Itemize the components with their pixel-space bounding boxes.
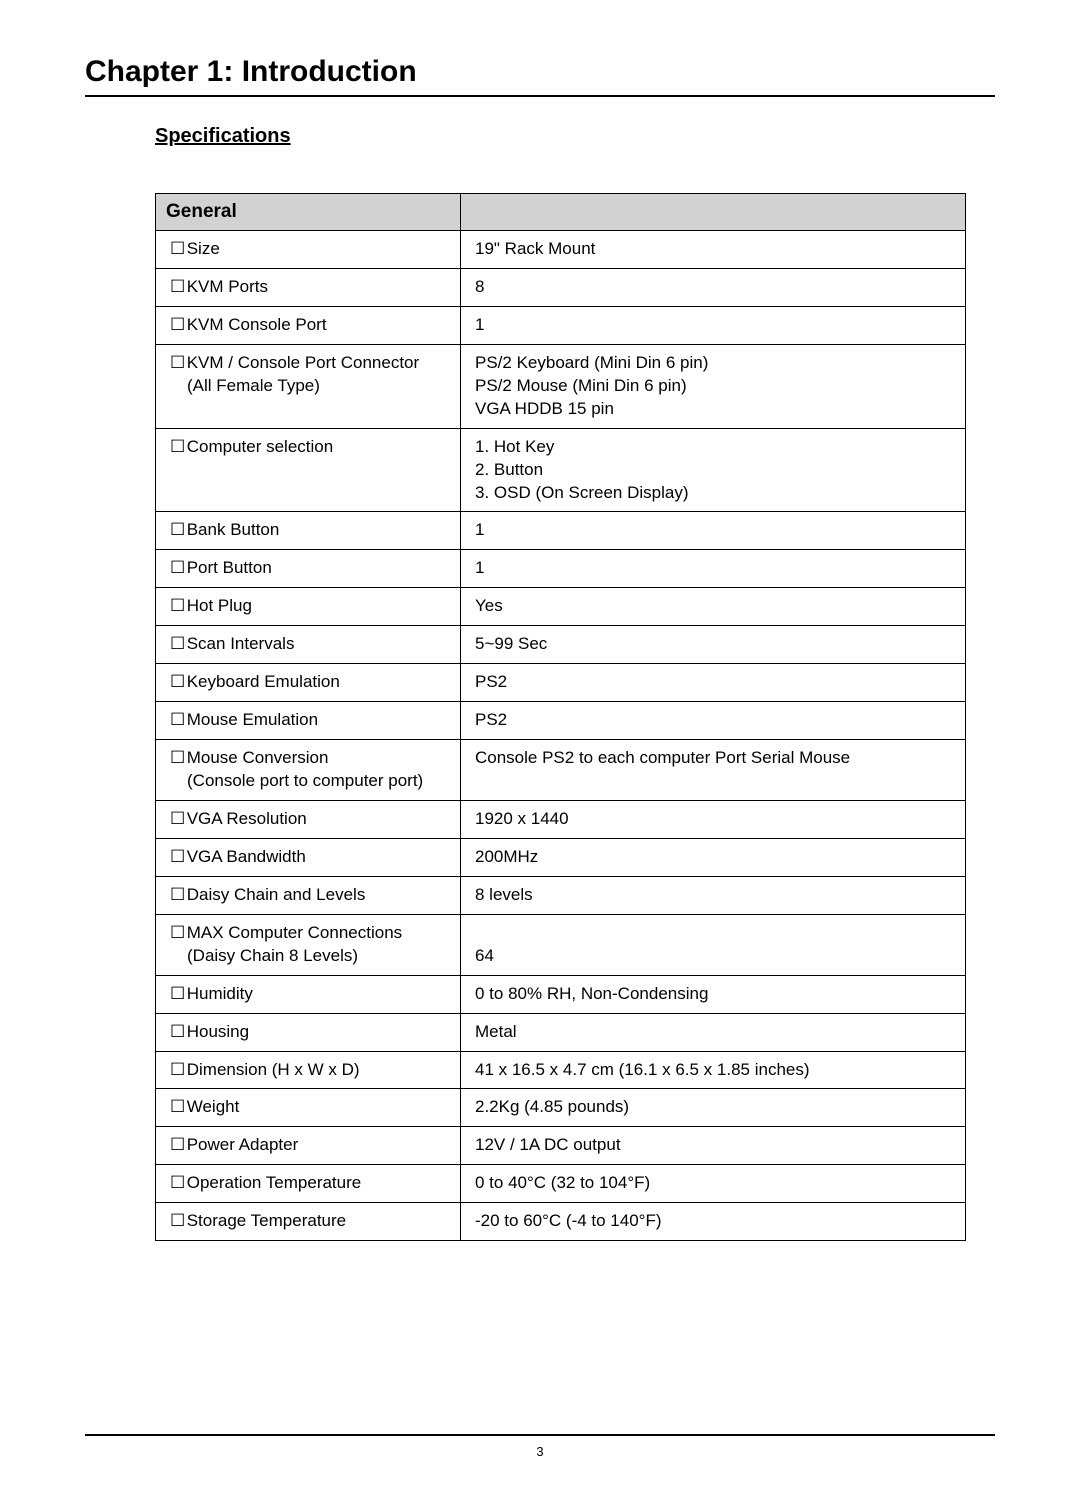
table-row: ☐ VGA Bandwidth200MHz xyxy=(156,838,966,876)
section-title: Specifications xyxy=(155,125,995,148)
spec-label: ☐ KVM / Console Port Connector(All Femal… xyxy=(156,344,461,428)
table-row: ☐ Bank Button1 xyxy=(156,512,966,550)
spec-label: ☐ VGA Bandwidth xyxy=(156,838,461,876)
spec-value: 1 xyxy=(461,306,966,344)
spec-label: ☐ Port Button xyxy=(156,550,461,588)
spec-value: 41 x 16.5 x 4.7 cm (16.1 x 6.5 x 1.85 in… xyxy=(461,1051,966,1089)
table-row: ☐ Mouse EmulationPS2 xyxy=(156,702,966,740)
spec-value: 5~99 Sec xyxy=(461,626,966,664)
spec-label: ☐ Mouse Emulation xyxy=(156,702,461,740)
spec-value: 8 xyxy=(461,268,966,306)
table-row: ☐ KVM Console Port1 xyxy=(156,306,966,344)
table-header-empty xyxy=(461,194,966,231)
specifications-table: General ☐ Size19" Rack Mount☐ KVM Ports8… xyxy=(155,193,966,1241)
table-row: ☐ Daisy Chain and Levels8 levels xyxy=(156,876,966,914)
spec-value: 12V / 1A DC output xyxy=(461,1127,966,1165)
page-number: 3 xyxy=(0,1444,1080,1459)
table-row: ☐ VGA Resolution1920 x 1440 xyxy=(156,800,966,838)
table-row: ☐ Computer selection1. Hot Key 2. Button… xyxy=(156,428,966,512)
table-row: ☐ Dimension (H x W x D)41 x 16.5 x 4.7 c… xyxy=(156,1051,966,1089)
spec-value: Yes xyxy=(461,588,966,626)
spec-label: ☐ Mouse Conversion(Console port to compu… xyxy=(156,740,461,801)
spec-label: ☐ Dimension (H x W x D) xyxy=(156,1051,461,1089)
spec-value: 1 xyxy=(461,550,966,588)
spec-value: 200MHz xyxy=(461,838,966,876)
spec-label: ☐ Weight xyxy=(156,1089,461,1127)
spec-label: ☐ Housing xyxy=(156,1013,461,1051)
spec-value: Metal xyxy=(461,1013,966,1051)
table-row: ☐ KVM / Console Port Connector(All Femal… xyxy=(156,344,966,428)
spec-label: ☐ MAX Computer Connections(Daisy Chain 8… xyxy=(156,914,461,975)
spec-value: 1 xyxy=(461,512,966,550)
spec-value: Console PS2 to each computer Port Serial… xyxy=(461,740,966,801)
spec-value: PS2 xyxy=(461,664,966,702)
spec-value: 0 to 40°C (32 to 104°F) xyxy=(461,1165,966,1203)
table-row: ☐ MAX Computer Connections(Daisy Chain 8… xyxy=(156,914,966,975)
spec-value: 8 levels xyxy=(461,876,966,914)
spec-value: 2.2Kg (4.85 pounds) xyxy=(461,1089,966,1127)
table-header-general: General xyxy=(156,194,461,231)
spec-value: 1920 x 1440 xyxy=(461,800,966,838)
table-row: ☐ Operation Temperature0 to 40°C (32 to … xyxy=(156,1165,966,1203)
table-row: ☐ Scan Intervals5~99 Sec xyxy=(156,626,966,664)
table-row: ☐ KVM Ports8 xyxy=(156,268,966,306)
spec-label: ☐ VGA Resolution xyxy=(156,800,461,838)
spec-value: PS2 xyxy=(461,702,966,740)
chapter-title: Chapter 1: Introduction xyxy=(85,55,995,97)
table-header-row: General xyxy=(156,194,966,231)
table-row: ☐ Humidity0 to 80% RH, Non-Condensing xyxy=(156,975,966,1013)
table-row: ☐ HousingMetal xyxy=(156,1013,966,1051)
spec-label: ☐ Size xyxy=(156,231,461,269)
spec-value: -20 to 60°C (-4 to 140°F) xyxy=(461,1203,966,1241)
spec-label: ☐ Computer selection xyxy=(156,428,461,512)
table-row: ☐ Hot PlugYes xyxy=(156,588,966,626)
spec-value: 1. Hot Key 2. Button 3. OSD (On Screen D… xyxy=(461,428,966,512)
table-row: ☐ Keyboard EmulationPS2 xyxy=(156,664,966,702)
table-row: ☐ Power Adapter12V / 1A DC output xyxy=(156,1127,966,1165)
table-row: ☐ Weight2.2Kg (4.85 pounds) xyxy=(156,1089,966,1127)
spec-value: PS/2 Keyboard (Mini Din 6 pin) PS/2 Mous… xyxy=(461,344,966,428)
spec-label: ☐ Operation Temperature xyxy=(156,1165,461,1203)
spec-label: ☐ Hot Plug xyxy=(156,588,461,626)
spec-label: ☐ Scan Intervals xyxy=(156,626,461,664)
table-row: ☐ Size19" Rack Mount xyxy=(156,231,966,269)
spec-value: 19" Rack Mount xyxy=(461,231,966,269)
spec-label: ☐ Humidity xyxy=(156,975,461,1013)
spec-label: ☐ KVM Console Port xyxy=(156,306,461,344)
spec-label: ☐ Daisy Chain and Levels xyxy=(156,876,461,914)
table-row: ☐ Storage Temperature-20 to 60°C (-4 to … xyxy=(156,1203,966,1241)
spec-value: 64 xyxy=(461,914,966,975)
spec-value: 0 to 80% RH, Non-Condensing xyxy=(461,975,966,1013)
spec-label: ☐ Keyboard Emulation xyxy=(156,664,461,702)
table-row: ☐ Mouse Conversion(Console port to compu… xyxy=(156,740,966,801)
document-page: Chapter 1: Introduction Specifications G… xyxy=(0,0,1080,1501)
spec-label: ☐ Power Adapter xyxy=(156,1127,461,1165)
footer-rule xyxy=(85,1434,995,1436)
spec-label: ☐ KVM Ports xyxy=(156,268,461,306)
spec-label: ☐ Bank Button xyxy=(156,512,461,550)
table-row: ☐ Port Button1 xyxy=(156,550,966,588)
spec-label: ☐ Storage Temperature xyxy=(156,1203,461,1241)
